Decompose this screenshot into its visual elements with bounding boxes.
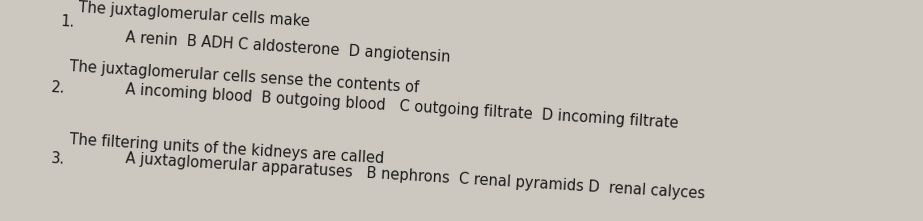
Text: The juxtaglomerular cells sense the contents of: The juxtaglomerular cells sense the cont… xyxy=(69,59,420,96)
Text: A renin  B ADH C aldosterone  D angiotensin: A renin B ADH C aldosterone D angiotensi… xyxy=(125,30,450,65)
Text: The juxtaglomerular cells make: The juxtaglomerular cells make xyxy=(78,0,311,30)
Text: The filtering units of the kidneys are called: The filtering units of the kidneys are c… xyxy=(69,132,385,167)
Text: 1.: 1. xyxy=(60,14,75,30)
Text: 2.: 2. xyxy=(51,80,66,96)
Text: A incoming blood  B outgoing blood   C outgoing filtrate  D incoming filtrate: A incoming blood B outgoing blood C outg… xyxy=(125,82,678,131)
Text: 3.: 3. xyxy=(51,151,66,167)
Text: A juxtaglomerular apparatuses   B nephrons  C renal pyramids D  renal calyces: A juxtaglomerular apparatuses B nephrons… xyxy=(125,151,705,202)
